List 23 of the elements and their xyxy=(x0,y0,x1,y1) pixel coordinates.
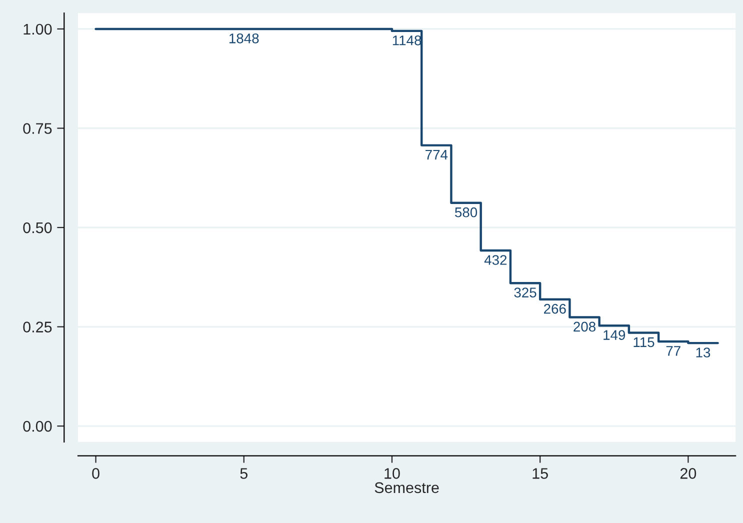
annotation: 77 xyxy=(666,346,680,356)
annotation: 432 xyxy=(484,255,507,265)
x-axis-title: Semestre xyxy=(374,482,439,494)
annotation: 13 xyxy=(696,348,710,358)
annotation: 774 xyxy=(426,150,448,160)
y-tick-label: 1.00 xyxy=(24,24,52,35)
annotation: 1848 xyxy=(229,33,259,44)
annotation: 1148 xyxy=(392,35,422,46)
y-tick-label: 0.25 xyxy=(23,322,52,332)
y-tick-label: 0.50 xyxy=(23,222,52,234)
annotation: 580 xyxy=(455,207,478,218)
x-tick-label: 5 xyxy=(240,468,248,479)
x-tick-label: 0 xyxy=(92,468,100,479)
annotation: 149 xyxy=(604,330,626,340)
x-tick-label: 15 xyxy=(532,468,548,479)
annotation: 325 xyxy=(514,288,536,298)
y-tick-label: 0.00 xyxy=(23,420,52,432)
x-tick-label: 10 xyxy=(384,468,400,479)
y-tick-label: 0.75 xyxy=(23,123,52,134)
annotation: 208 xyxy=(574,322,596,332)
x-tick-label: 20 xyxy=(680,468,696,479)
annotation: 115 xyxy=(634,337,654,348)
annotation: 266 xyxy=(544,304,566,314)
